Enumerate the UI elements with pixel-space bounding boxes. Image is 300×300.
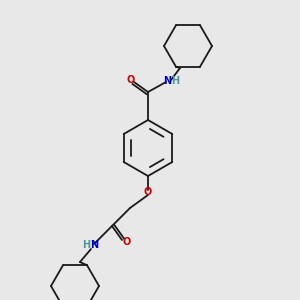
Text: O: O [123,237,131,247]
Text: H: H [171,76,179,86]
Text: N: N [163,76,171,86]
Text: H: H [82,240,90,250]
Text: O: O [144,187,152,197]
Text: N: N [90,240,98,250]
Text: O: O [127,75,135,85]
